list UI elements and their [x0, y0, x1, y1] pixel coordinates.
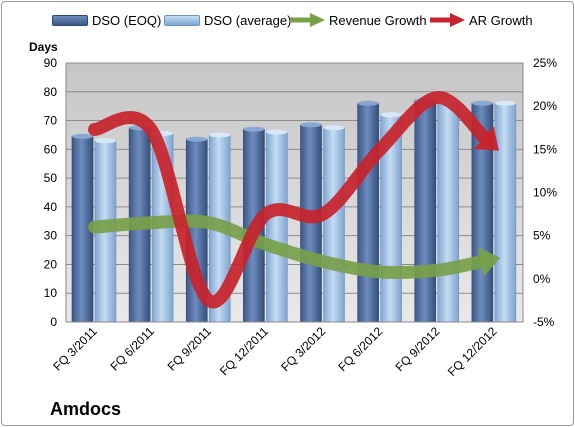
y2-tick-label: 0% [533, 272, 551, 286]
x-tick-label: FQ 9/2011 [165, 324, 215, 374]
bar-dso-average-top [266, 129, 288, 135]
legend: DSO (EOQ) DSO (average) Revenue Growth A… [0, 0, 575, 40]
legend-item-dso-average: DSO (average) [164, 11, 291, 29]
bar-dso-eoq [300, 124, 322, 323]
legend-swatch-dso-eoq [52, 14, 88, 26]
bar-dso-eoq-top [471, 100, 493, 106]
y-tick-label: 40 [44, 200, 58, 214]
revenue-growth-arrowhead [477, 246, 501, 277]
legend-label-revenue-growth: Revenue Growth [329, 12, 427, 28]
bar-dso-eoq-top [357, 100, 379, 106]
bar-dso-average [494, 102, 517, 323]
legend-label-ar-growth: AR Growth [469, 12, 533, 28]
x-tick-label: FQ 12/2011 [217, 324, 271, 378]
chart-title: Amdocs [50, 399, 122, 419]
x-tick-label: FQ 12/2012 [445, 324, 500, 379]
arrow-layer [88, 91, 501, 309]
y2-tick-label: -5% [533, 315, 555, 329]
x-tick-label: FQ 3/2011 [50, 324, 100, 374]
bar-dso-average [266, 131, 288, 323]
legend-label-dso-eoq: DSO (EOQ) [92, 12, 162, 28]
legend-arrow-revenue [290, 13, 325, 27]
bar-dso-eoq-top [243, 126, 265, 132]
y-tick-label: 10 [44, 286, 58, 300]
revenue-growth-line [88, 214, 490, 280]
y2-tick-label: 10% [533, 186, 557, 200]
y-tick-label: 50 [44, 171, 58, 185]
legend-swatch-dso-average [164, 14, 200, 26]
y-tick-label: 60 [44, 142, 58, 156]
y-tick-label: 80 [44, 85, 58, 99]
y-tick-label: 0 [50, 315, 57, 329]
bar-dso-average-top [380, 112, 402, 118]
bar-dso-eoq-top [186, 136, 208, 142]
y-axis-label: Days [29, 40, 58, 54]
legend-label-dso-average: DSO (average) [204, 12, 292, 28]
legend-arrow-ar [430, 13, 465, 27]
legend-item-revenue-growth: Revenue Growth [290, 11, 427, 29]
bar-dso-average-top [95, 138, 116, 144]
legend-item-ar-growth: AR Growth [430, 11, 533, 29]
bar-dso-average [323, 127, 345, 323]
x-tick-label: FQ 6/2012 [335, 324, 385, 374]
bar-dso-eoq-top [72, 133, 93, 139]
bar-dso-average-top [323, 125, 345, 131]
bar-dso-eoq-top [300, 122, 322, 128]
x-tick-label: FQ 6/2011 [107, 324, 157, 374]
ar-growth-line [88, 91, 492, 309]
x-tick-label: FQ 3/2012 [278, 324, 328, 374]
bar-dso-average [437, 101, 460, 323]
bar-dso-eoq [414, 100, 437, 323]
y-tick-label: 20 [44, 257, 58, 271]
y2-tick-label: 5% [533, 229, 551, 243]
y2-tick-label: 20% [533, 99, 557, 113]
y-tick-label: 70 [44, 114, 58, 128]
bar-dso-average-top [209, 132, 231, 138]
y2-tick-label: 25% [533, 56, 557, 70]
bar-dso-eoq [357, 102, 379, 323]
y-tick-label: 90 [44, 56, 58, 70]
x-tick-label: FQ 9/2012 [392, 324, 442, 374]
bar-dso-average-top [494, 100, 516, 106]
legend-item-dso-eoq: DSO (EOQ) [52, 11, 161, 29]
y2-tick-label: 15% [533, 142, 557, 156]
ar-growth-arrowhead [474, 126, 499, 151]
y-tick-label: 30 [44, 229, 58, 243]
